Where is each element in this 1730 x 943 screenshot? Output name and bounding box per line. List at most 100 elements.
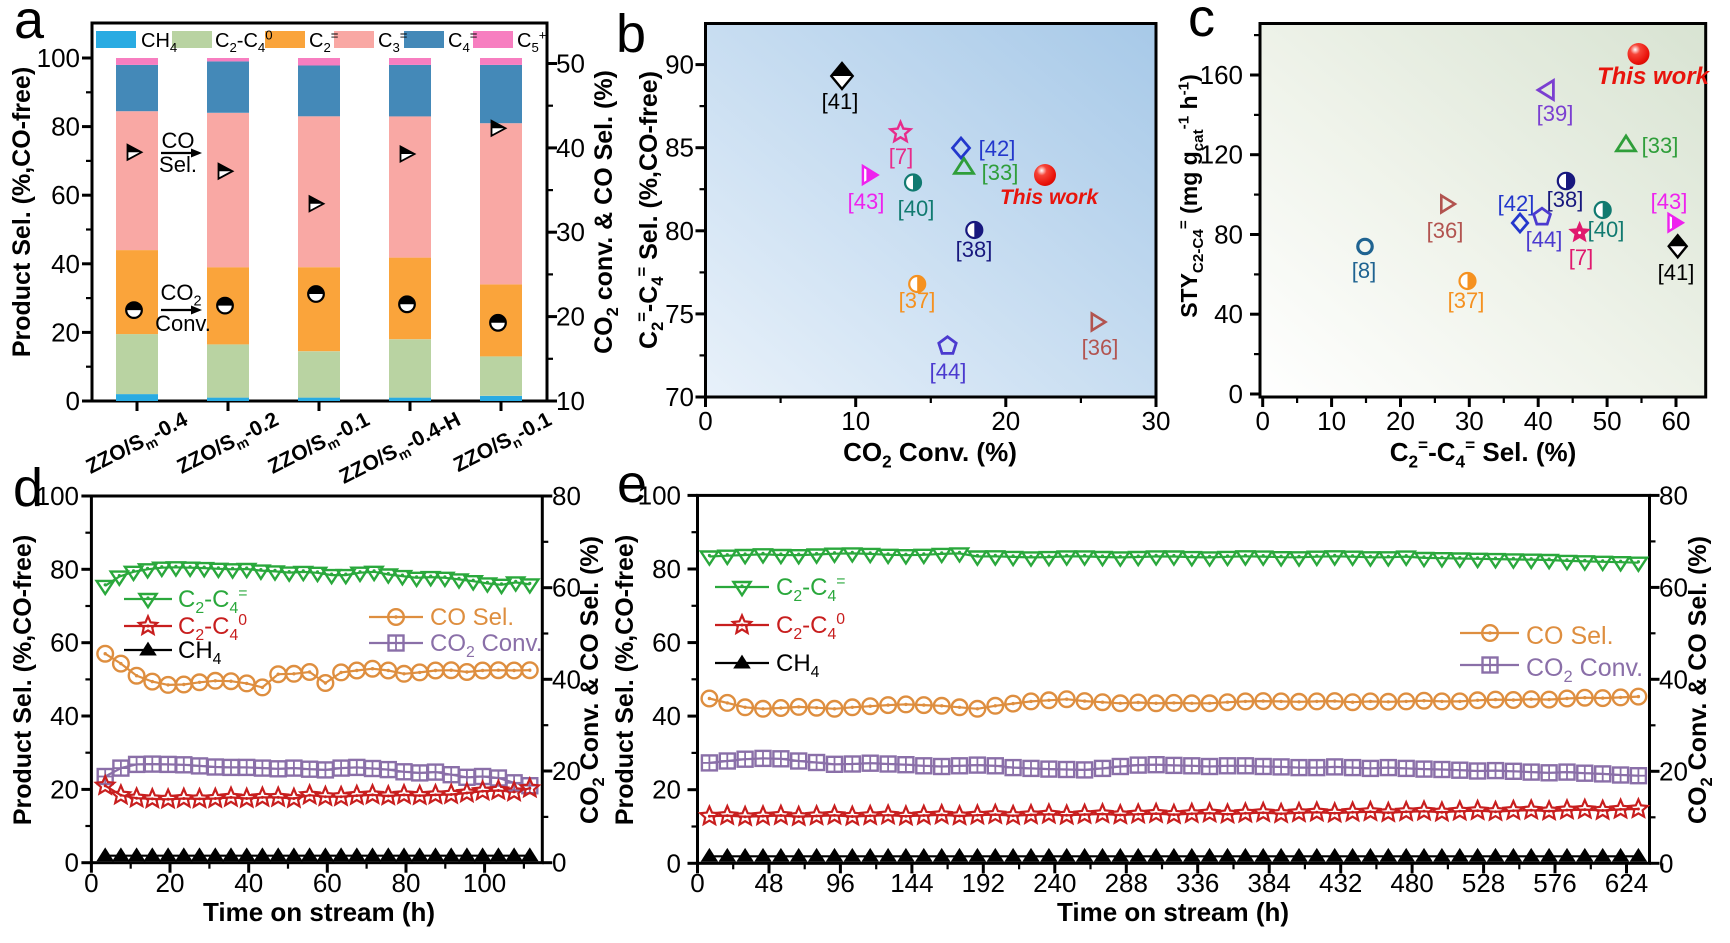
svg-text:10: 10 [556,386,585,416]
svg-text:[43]: [43] [1651,189,1688,214]
svg-text:CO: CO [162,128,195,153]
svg-text:C2=-C4= Sel. (%): C2=-C4= Sel. (%) [1390,435,1577,471]
svg-text:50: 50 [1593,406,1622,436]
svg-text:CO2 Conv.: CO2 Conv. [1526,654,1643,686]
svg-text:[36]: [36] [1082,335,1119,360]
svg-text:288: 288 [1105,868,1148,898]
svg-text:C2-C40: C2-C40 [215,27,273,55]
svg-text:30: 30 [1142,406,1171,436]
svg-text:40: 40 [556,133,585,163]
svg-text:90: 90 [665,50,694,80]
svg-text:20: 20 [1659,756,1688,786]
svg-text:40: 40 [1214,299,1243,329]
svg-text:a: a [14,0,45,50]
svg-text:20: 20 [156,868,185,898]
svg-text:CO2 Conv. & CO Sel. (%): CO2 Conv. & CO Sel. (%) [1684,536,1716,824]
svg-text:Product Sel. (%,CO-free): Product Sel. (%,CO-free) [9,535,37,825]
svg-text:40: 40 [1659,664,1688,694]
svg-text:CO2 conv. & CO Sel. (%): CO2 conv. & CO Sel. (%) [590,70,622,354]
svg-text:0: 0 [1229,379,1243,409]
svg-text:[37]: [37] [899,288,936,313]
svg-text:160: 160 [1200,60,1243,90]
svg-text:0: 0 [65,848,79,878]
svg-text:192: 192 [962,868,1005,898]
svg-text:[8]: [8] [1352,258,1376,283]
svg-text:0: 0 [1659,848,1673,878]
svg-text:40: 40 [552,664,581,694]
svg-text:60: 60 [1662,406,1691,436]
svg-text:48: 48 [755,868,784,898]
svg-text:Sel.: Sel. [159,152,197,177]
svg-text:80: 80 [552,481,581,511]
svg-text:120: 120 [1200,140,1243,170]
svg-text:80: 80 [392,868,421,898]
svg-text:20: 20 [1386,406,1415,436]
svg-text:60: 60 [51,180,80,210]
svg-text:C5+: C5+ [517,27,547,55]
svg-text:20: 20 [556,302,585,332]
svg-text:CO Sel.: CO Sel. [430,604,514,631]
svg-text:10: 10 [1317,406,1346,436]
svg-text:144: 144 [890,868,933,898]
svg-text:0: 0 [1255,406,1269,436]
svg-text:C3=: C3= [378,27,408,55]
svg-text:[40]: [40] [898,196,935,221]
svg-text:576: 576 [1533,868,1576,898]
svg-text:c: c [1188,0,1215,48]
svg-text:80: 80 [1214,220,1243,250]
svg-text:75: 75 [665,299,694,329]
svg-text:[44]: [44] [930,359,967,384]
svg-text:Time on stream (h): Time on stream (h) [1057,897,1289,927]
svg-text:60: 60 [50,628,79,658]
svg-text:40: 40 [51,249,80,279]
svg-text:CH4: CH4 [178,637,222,668]
svg-text:0: 0 [690,868,704,898]
svg-text:80: 80 [652,554,681,584]
svg-text:0: 0 [66,386,80,416]
svg-text:100: 100 [37,43,80,73]
svg-text:CH4: CH4 [141,30,177,55]
svg-text:20: 20 [552,756,581,786]
svg-text:CO2 Conv. & CO Sel. (%): CO2 Conv. & CO Sel. (%) [576,536,608,824]
svg-text:60: 60 [1659,572,1688,602]
svg-text:[38]: [38] [956,237,993,262]
svg-text:100: 100 [638,480,681,510]
svg-text:20: 20 [50,774,79,804]
svg-text:624: 624 [1605,868,1648,898]
svg-text:[42]: [42] [979,136,1016,161]
svg-text:0: 0 [552,848,566,878]
svg-text:[40]: [40] [1588,217,1625,242]
svg-text:Time on stream (h): Time on stream (h) [203,897,435,927]
svg-text:336: 336 [1176,868,1219,898]
svg-text:80: 80 [1659,480,1688,510]
svg-text:432: 432 [1319,868,1362,898]
svg-text:This work: This work [1597,63,1711,90]
svg-text:40: 40 [50,701,79,731]
svg-text:Conv.: Conv. [155,311,211,336]
svg-text:30: 30 [1455,406,1484,436]
svg-text:[37]: [37] [1448,288,1485,313]
svg-text:100: 100 [463,868,506,898]
svg-text:480: 480 [1390,868,1433,898]
svg-text:20: 20 [991,406,1020,436]
svg-text:0: 0 [84,868,98,898]
svg-text:[42]: [42] [1498,191,1535,216]
svg-text:384: 384 [1248,868,1291,898]
svg-text:CO Sel.: CO Sel. [1526,622,1614,650]
svg-text:[7]: [7] [889,144,913,169]
svg-text:10: 10 [841,406,870,436]
svg-text:CO2: CO2 [160,280,201,310]
svg-text:CO2 Conv. (%): CO2 Conv. (%) [843,437,1017,472]
svg-text:0: 0 [667,848,681,878]
svg-text:This work: This work [1000,186,1099,209]
svg-text:100: 100 [36,481,79,511]
svg-text:STYC2-C4= (mg gcat-1 h-1): STYC2-C4= (mg gcat-1 h-1) [1175,74,1207,318]
svg-text:30: 30 [556,217,585,247]
svg-text:60: 60 [552,573,581,603]
svg-text:80: 80 [51,112,80,142]
svg-text:[7]: [7] [1569,245,1593,270]
svg-text:40: 40 [234,868,263,898]
svg-text:40: 40 [652,701,681,731]
svg-text:0: 0 [698,406,712,436]
svg-text:d: d [13,458,43,518]
